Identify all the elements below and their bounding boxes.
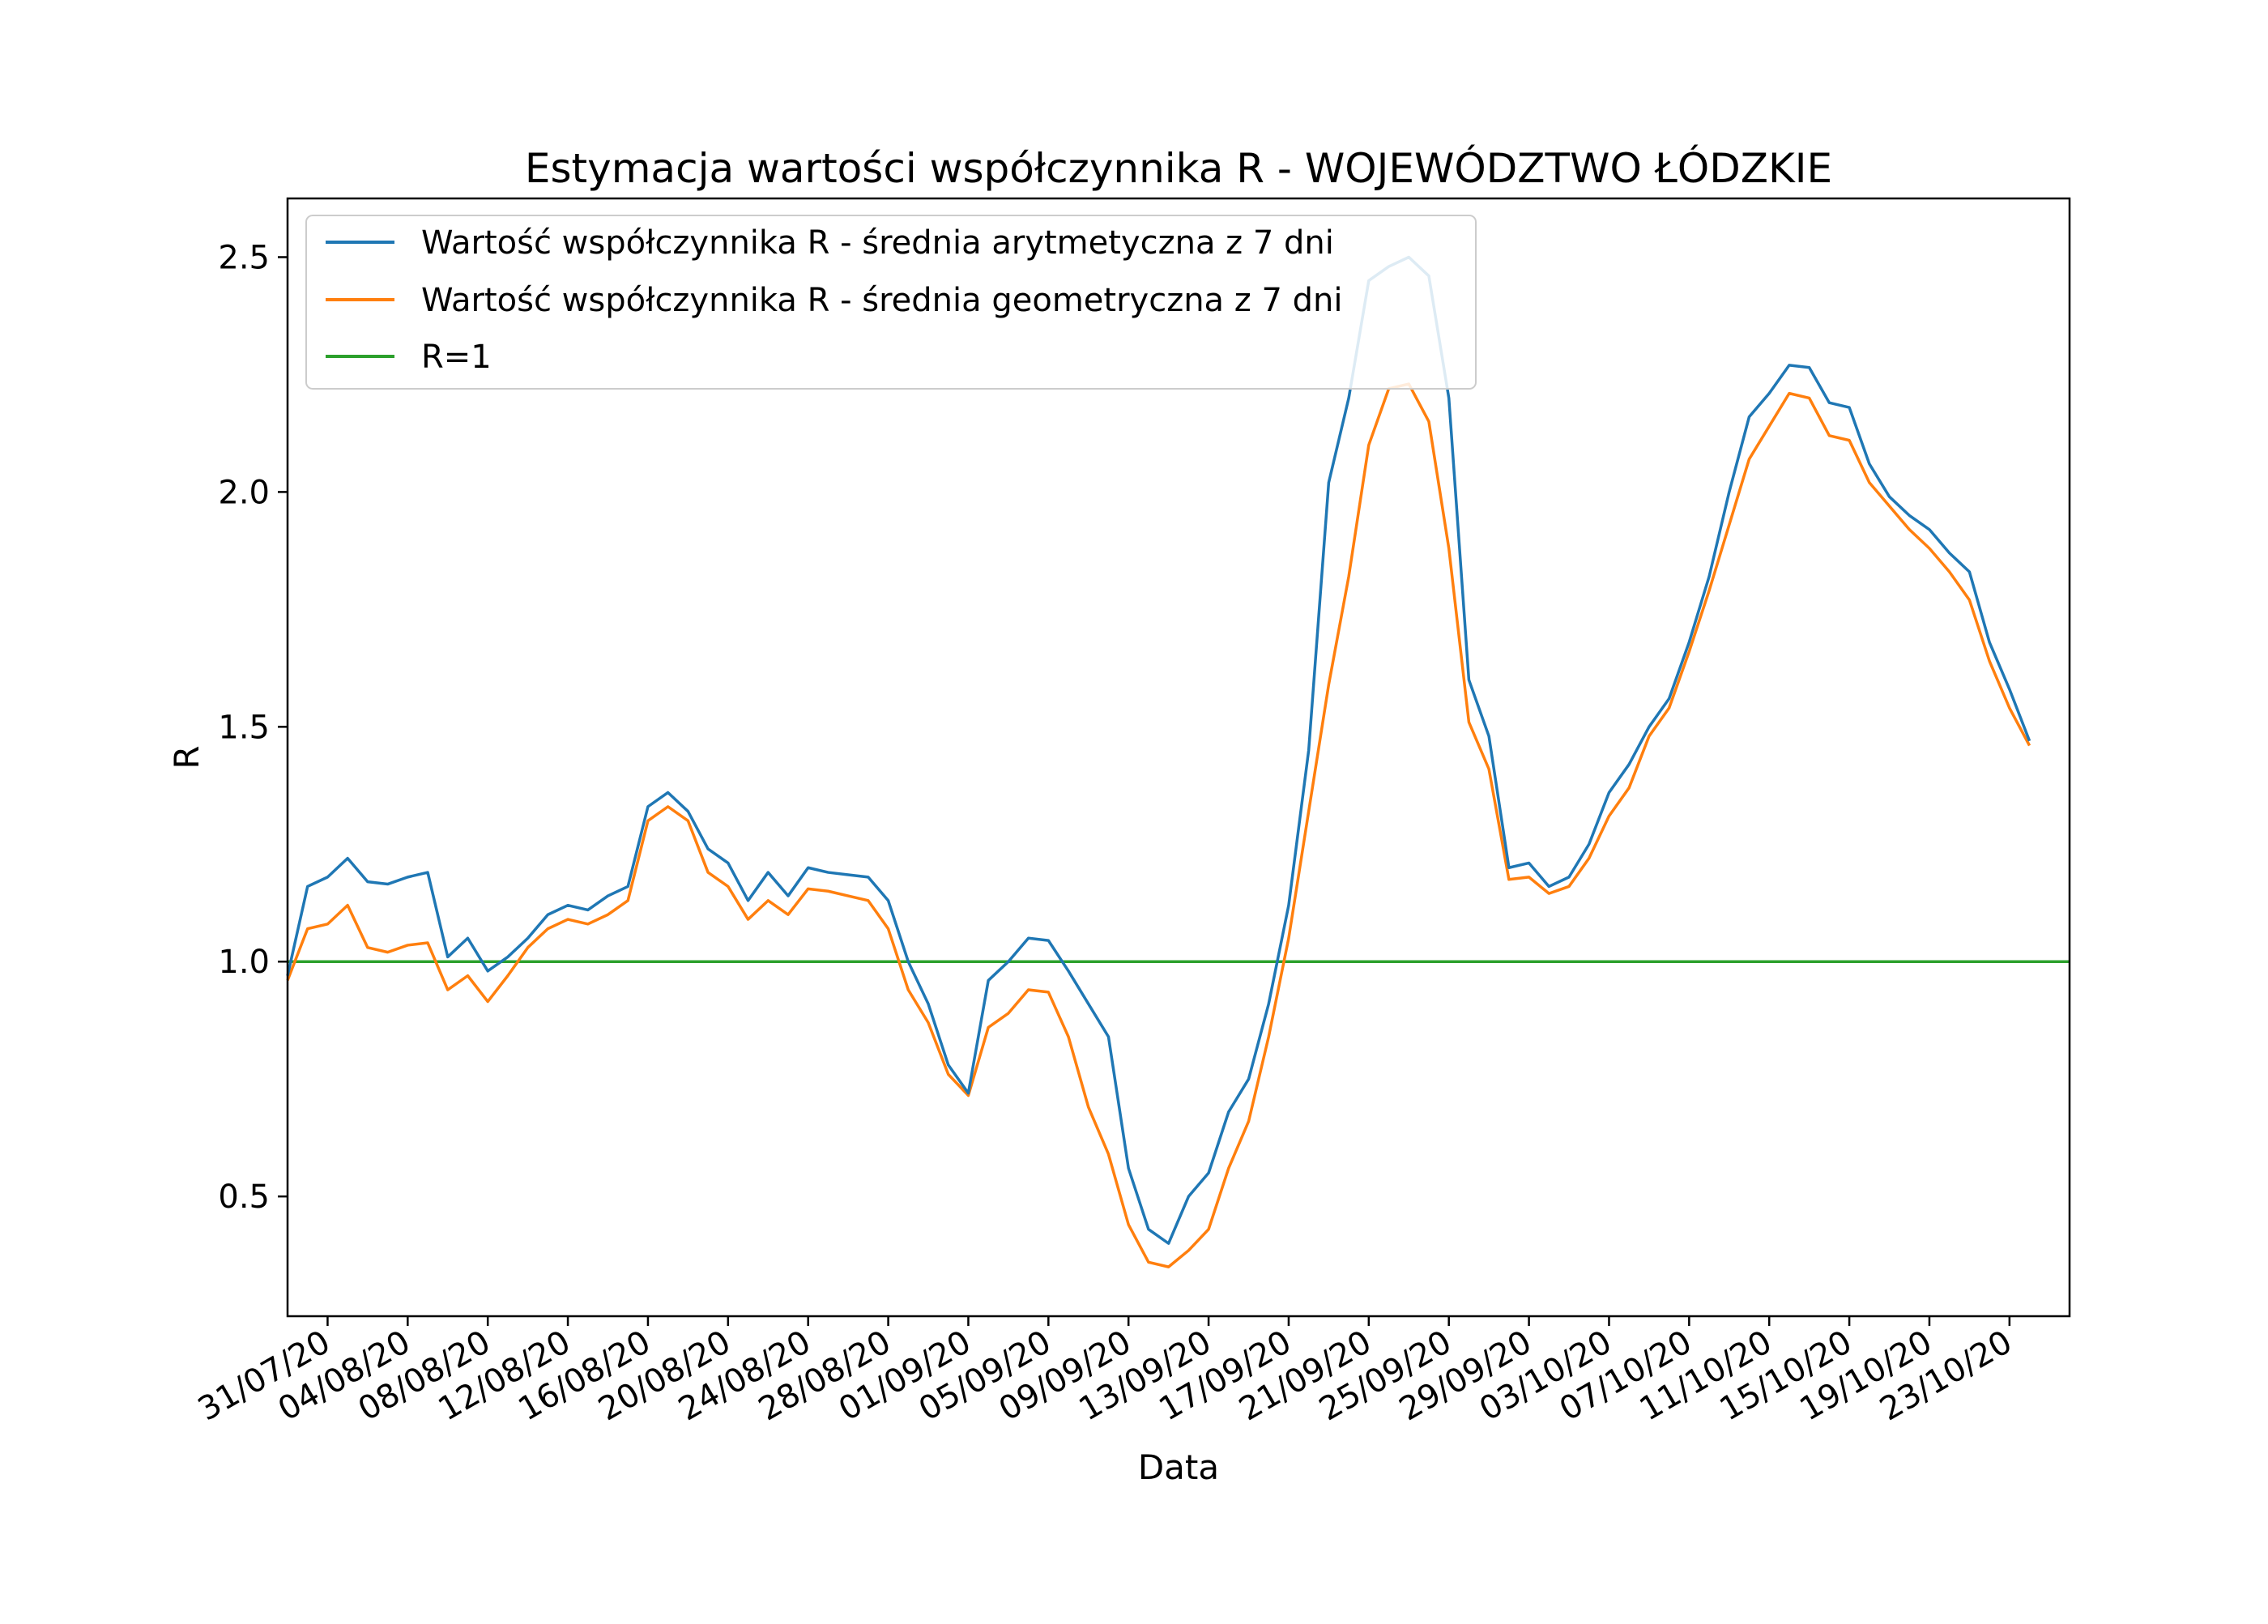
legend-label-geometric: Wartość współczynnika R - średnia geomet… (421, 282, 1343, 319)
plot-frame (286, 197, 2071, 1318)
y-tick-label: 0.5 (218, 1179, 270, 1216)
y-tick-label: 2.5 (218, 239, 270, 276)
y-axis-label: R (167, 745, 207, 769)
y-axis: 0.5 1.0 1.5 2.0 2.5 (218, 239, 288, 1216)
series-line-arithmetic (286, 255, 2031, 1245)
legend: Wartość współczynnika R - średnia arytme… (305, 215, 1477, 390)
series-line-geometric (286, 382, 2031, 1268)
y-tick-label: 2.0 (218, 474, 270, 511)
legend-label-arithmetic: Wartość współczynnika R - średnia arytme… (421, 224, 1334, 262)
chart-title: Estymacja wartości współczynnika R - WOJ… (525, 144, 1832, 192)
x-axis: 31/07/2004/08/2008/08/2012/08/2016/08/20… (192, 1316, 2019, 1428)
legend-label-r1: R=1 (421, 339, 492, 376)
y-tick-label: 1.5 (218, 709, 270, 746)
y-tick-label: 1.0 (218, 944, 270, 981)
x-axis-label: Data (1138, 1447, 1219, 1487)
plot-area (286, 255, 2070, 1268)
legend-box (305, 215, 1477, 390)
